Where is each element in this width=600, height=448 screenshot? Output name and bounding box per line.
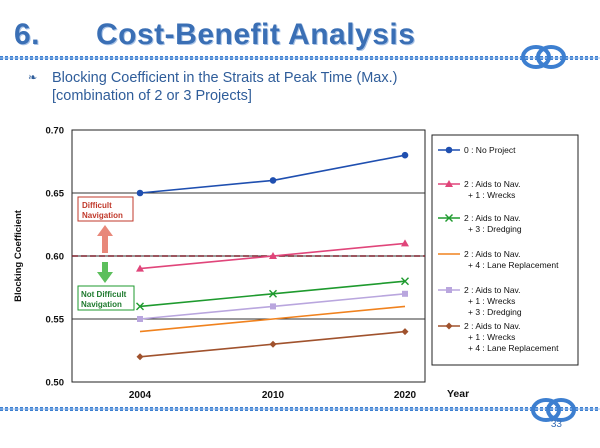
y-axis-label: Blocking Coefficient <box>13 209 24 302</box>
legend-label: 2 : Aids to Nav. <box>464 179 521 189</box>
difficult-navigation-box <box>77 196 134 222</box>
legend-label: + 4 : Lane Replacement <box>468 343 559 353</box>
legend-label: 2 : Aids to Nav. <box>464 321 521 331</box>
data-point <box>136 189 144 197</box>
marker-stroke <box>401 277 409 286</box>
arrow-up-icon <box>97 225 113 253</box>
data-point <box>136 264 144 272</box>
data-point <box>137 316 143 322</box>
x-tick-label: 2004 <box>129 390 152 401</box>
legend-label: + 1 : Wrecks <box>468 296 515 306</box>
y-tick-label: 0.55 <box>46 315 65 326</box>
not-difficult-navigation-text: Navigation <box>81 300 122 309</box>
data-point <box>402 290 408 297</box>
data-point <box>401 239 409 247</box>
page-number: 33 <box>550 419 562 430</box>
data-point <box>269 252 277 259</box>
x-tick-label: 2010 <box>262 390 285 401</box>
marker-stroke <box>136 302 144 311</box>
legend-label: + 1 : Wrecks <box>468 190 515 200</box>
legend-marker <box>445 146 453 154</box>
rope-divider-top <box>0 56 600 60</box>
data-point <box>269 340 277 348</box>
legend-marker <box>445 214 453 222</box>
legend-marker <box>446 287 452 293</box>
x-tick-label: 2020 <box>394 390 417 401</box>
difficult-navigation-text: Navigation <box>82 211 123 220</box>
legend-label: 2 : Aids to Nav. <box>464 213 521 223</box>
data-point <box>270 303 276 310</box>
title-text: Cost-Benefit Analysis <box>96 18 416 51</box>
data-point <box>401 328 409 336</box>
not-difficult-navigation-box <box>77 285 135 311</box>
legend-label: 2 : Aids to Nav. <box>464 285 521 295</box>
legend-label: 0 : No Project <box>464 145 516 155</box>
data-point <box>401 277 409 286</box>
marker-stroke <box>445 214 453 222</box>
y-tick-label: 0.60 <box>46 252 65 263</box>
legend-marker <box>445 322 453 330</box>
series-line <box>139 305 406 333</box>
data-point <box>269 289 277 298</box>
x-axis-label: Year <box>447 388 469 400</box>
arrow-down-icon <box>97 262 113 283</box>
legend-marker <box>445 180 453 187</box>
subtitle: Blocking Coefficient in the Straits at P… <box>52 69 397 105</box>
subtitle-line-1: Blocking Coefficient in the Straits at P… <box>52 70 398 86</box>
subtitle-line-2: [combination of 2 or 3 Projects] <box>52 88 252 104</box>
bullet-icon: ❧ <box>28 72 38 84</box>
rope-knot-icon-bottom <box>531 398 576 422</box>
data-point <box>401 151 409 159</box>
difficult-navigation-text: Difficult <box>82 201 112 210</box>
legend-label: + 3 : Dredging <box>468 307 522 317</box>
data-point <box>136 302 144 311</box>
y-tick-label: 0.65 <box>46 189 65 200</box>
rope-divider-bottom <box>0 407 600 411</box>
rope-knot-icon-top <box>521 45 566 69</box>
legend-label: + 4 : Lane Replacement <box>468 260 559 270</box>
y-tick-label: 0.50 <box>46 378 65 389</box>
section-number: 6. <box>14 18 41 51</box>
y-tick-label: 0.70 <box>46 126 65 137</box>
legend-label: 2 : Aids to Nav. <box>464 249 521 259</box>
legend-label: + 1 : Wrecks <box>468 332 515 342</box>
legend-label: + 3 : Dredging <box>468 224 522 234</box>
slide-title: 6. Cost-Benefit Analysis <box>14 18 415 52</box>
data-point <box>136 353 144 361</box>
marker-stroke <box>269 289 277 298</box>
data-point <box>269 177 277 184</box>
not-difficult-navigation-text: Not Difficult <box>81 290 127 299</box>
blocking-coefficient-chart: 0.50 0.55 0.60 0.65 0.70 Blocking Coefficient… <box>13 126 579 401</box>
